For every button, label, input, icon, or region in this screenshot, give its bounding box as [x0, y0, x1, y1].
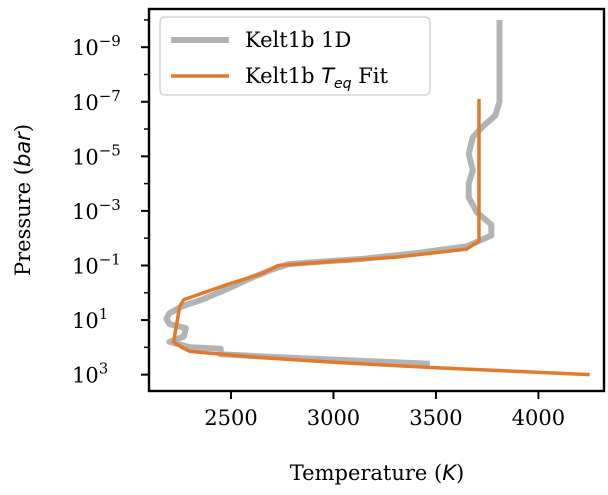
series-line-kelt1b-teq-fit	[171, 99, 590, 377]
x-tick-label: 3000	[307, 406, 360, 430]
plot-frame	[147, 7, 606, 393]
plot-lines	[163, 19, 590, 377]
x-tick-label: 3500	[409, 406, 462, 430]
y-tick-label: 101	[72, 305, 108, 333]
x-tick-label: 4000	[512, 406, 565, 430]
x-axis-label: Temperature (K)	[290, 461, 464, 485]
legend-label-kelt1b-teq-fit: Kelt1b Teq Fit	[245, 64, 388, 92]
y-tick-label: 10−3	[72, 196, 121, 224]
x-ticks: 2500 3000 3500 4000	[204, 391, 565, 430]
y-axis-label: Pressure (bar)	[11, 124, 35, 276]
y-tick-label: 10−7	[72, 87, 121, 115]
y-ticks: 10−9 10−7 10−5 10−3 10−1 101 103	[72, 19, 149, 388]
legend: Kelt1b 1D Kelt1b Teq Fit	[159, 16, 431, 96]
y-tick-label: 10−5	[72, 141, 121, 169]
x-tick-label: 2500	[204, 406, 257, 430]
y-tick-label: 103	[72, 360, 108, 388]
y-tick-label: 10−1	[72, 250, 121, 278]
legend-label-kelt1b-1d: Kelt1b 1D	[245, 28, 351, 52]
y-tick-label: 10−9	[72, 32, 121, 60]
